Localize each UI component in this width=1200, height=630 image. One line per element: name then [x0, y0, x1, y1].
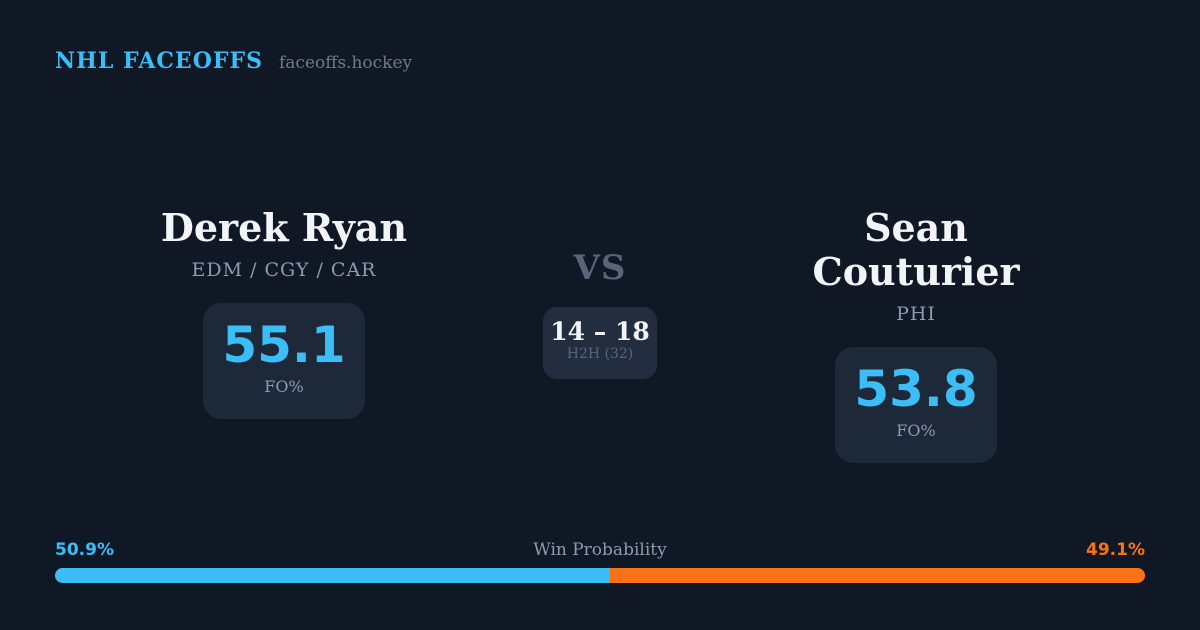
- h2h-label: H2H (32): [566, 346, 634, 362]
- player-left-teams: EDM / CGY / CAR: [191, 259, 377, 281]
- player-right-name: Sean Couturier: [812, 205, 1020, 294]
- win-probability-bar-right-segment: [609, 568, 1145, 583]
- h2h-score: 14 – 18: [550, 317, 650, 346]
- win-probability-bar: [55, 568, 1145, 583]
- versus-block: VS 14 – 18 H2H (32): [490, 250, 710, 379]
- win-probability-title: Win Probability: [533, 540, 667, 560]
- win-probability-bar-left-segment: [55, 568, 610, 583]
- h2h-card: 14 – 18 H2H (32): [543, 307, 657, 379]
- player-left-fo-card: 55.1 FO%: [203, 303, 365, 419]
- player-right-fo-card: 53.8 FO%: [835, 347, 997, 463]
- player-left-name: Derek Ryan: [160, 205, 408, 250]
- win-probability-labels: 50.9% Win Probability 49.1%: [55, 540, 1145, 562]
- player-left-fo-value: 55.1: [222, 316, 346, 374]
- player-left-fo-label: FO%: [264, 377, 304, 396]
- player-right-fo-label: FO%: [896, 421, 936, 440]
- site-url: faceoffs.hockey: [279, 53, 413, 73]
- player-right-teams: PHI: [896, 303, 936, 325]
- brand-title: NHL FACEOFFS: [55, 48, 263, 74]
- win-probability-left-value: 50.9%: [55, 540, 114, 560]
- player-left-column: Derek Ryan EDM / CGY / CAR 55.1 FO%: [124, 206, 444, 419]
- vs-label: VS: [573, 248, 627, 288]
- win-probability-right-value: 49.1%: [1086, 540, 1145, 560]
- player-right-column: Sean Couturier PHI 53.8 FO%: [756, 206, 1076, 463]
- header: NHL FACEOFFS faceoffs.hockey: [55, 48, 412, 74]
- player-right-fo-value: 53.8: [854, 360, 978, 418]
